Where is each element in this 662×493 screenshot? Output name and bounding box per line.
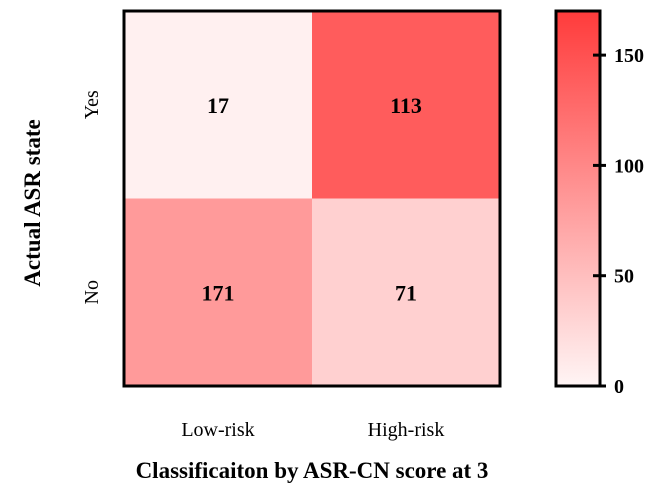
heatmap-cell: [124, 11, 312, 199]
plot-frame: [122, 9, 502, 388]
colorbar-tick-label: 150: [614, 45, 644, 67]
cell-value-labels: 17 113 171 71: [202, 93, 422, 306]
heatmap-cell: [312, 198, 500, 386]
heatmap-cell: [312, 11, 500, 199]
cell-value-label: 71: [395, 280, 417, 305]
heatmap-cell: [124, 198, 312, 386]
y-tick-label: Yes: [81, 90, 103, 119]
cell-value-label: 17: [207, 93, 229, 118]
heatmap-cells: [124, 11, 500, 386]
colorbar: [554, 9, 602, 388]
cell-value-label: 171: [202, 280, 235, 305]
y-axis-label: Actual ASR state: [20, 119, 45, 286]
colorbar-tick-label: 0: [614, 376, 624, 398]
x-tick-label: High-risk: [368, 419, 445, 441]
x-tick-labels: Low-risk High-risk: [181, 419, 444, 441]
y-tick-label: No: [81, 280, 103, 304]
cell-value-label: 113: [390, 93, 422, 118]
y-tick-labels: Yes No: [81, 90, 103, 304]
colorbar-tick-label: 100: [614, 155, 644, 177]
x-axis-label: Classificaiton by ASR-CN score at 3: [136, 458, 489, 483]
colorbar-tick-label: 50: [614, 266, 634, 288]
colorbar-ticks: 0 50 100 150: [593, 45, 644, 398]
x-tick-label: Low-risk: [181, 419, 254, 441]
